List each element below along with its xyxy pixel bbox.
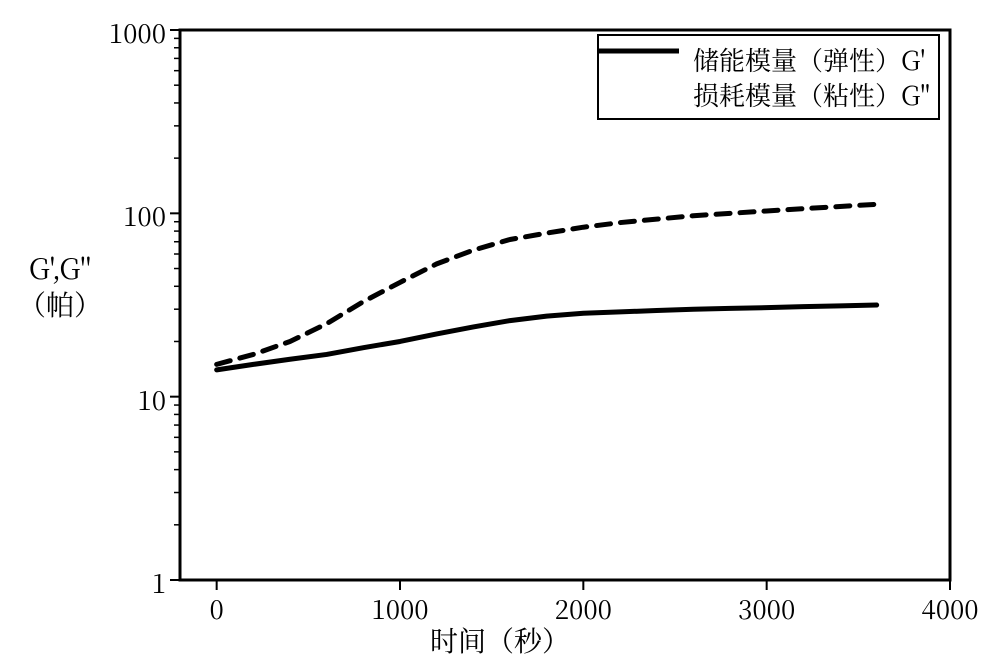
x-axis-label: 时间（秒） [0,620,1000,660]
x-tick-label: 0 [177,590,257,627]
x-tick-label: 4000 [910,590,990,627]
legend: 储能模量（弹性）G' 损耗模量（粘性）G" [597,34,940,120]
legend-label-storage: 储能模量（弹性）G' [693,42,925,77]
series-line-storage_modulus [217,204,877,364]
y-axis-label: G',G'' （帕） [0,250,120,323]
y-tick-label: 1 [152,564,166,601]
y-tick-label: 10 [137,381,166,418]
y-tick-label: 100 [123,197,166,234]
y-axis-label-line2: （帕） [18,284,102,324]
x-tick-label: 1000 [360,590,440,627]
x-tick-label: 2000 [543,590,623,627]
rheology-chart: G',G'' （帕） 时间（秒） 储能模量（弹性）G' 损耗模量（粘性）G" 0… [0,0,1000,668]
y-axis-label-line1: G',G'' [29,248,91,288]
legend-row-loss: 损耗模量（粘性）G" [607,77,930,112]
series-line-loss_modulus [217,305,877,370]
y-tick-label: 1000 [109,14,166,51]
legend-swatch-loss [607,80,687,110]
legend-label-loss: 损耗模量（粘性）G" [693,77,930,112]
x-tick-label: 3000 [727,590,807,627]
